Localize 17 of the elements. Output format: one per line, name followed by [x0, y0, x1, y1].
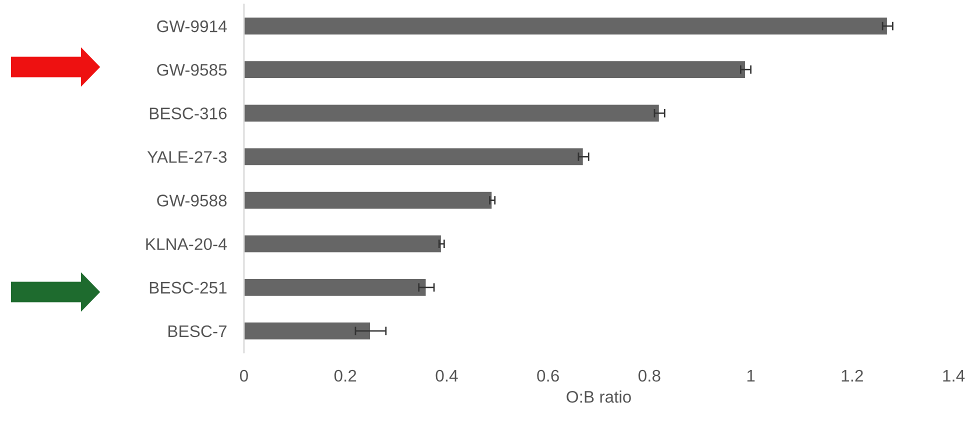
y-tick-label: YALE-27-3: [147, 151, 227, 163]
x-tick-label: 1.2: [842, 370, 863, 382]
x-tick-label: 0: [240, 370, 248, 382]
y-tick-label: BESC-316: [150, 108, 227, 120]
y-tick-label: BESC-7: [168, 325, 226, 338]
x-tick-label: 1.4: [943, 370, 965, 382]
x-tick-label: 0.2: [334, 370, 356, 382]
x-axis-title: O:B ratio: [566, 390, 631, 403]
y-tick-label: GW-9914: [157, 20, 227, 32]
y-tick-label: GW-9588: [157, 194, 227, 206]
y-tick-label: GW-9585: [157, 64, 227, 76]
x-tick-label: 0.8: [638, 370, 660, 382]
y-tick-label: BESC-251: [150, 282, 226, 294]
x-tick-label: 0.6: [537, 370, 559, 382]
x-tick-label: 0.4: [436, 370, 458, 382]
y-tick-label: KLNA-20-4: [146, 238, 227, 250]
x-tick-label: 1: [747, 370, 755, 382]
